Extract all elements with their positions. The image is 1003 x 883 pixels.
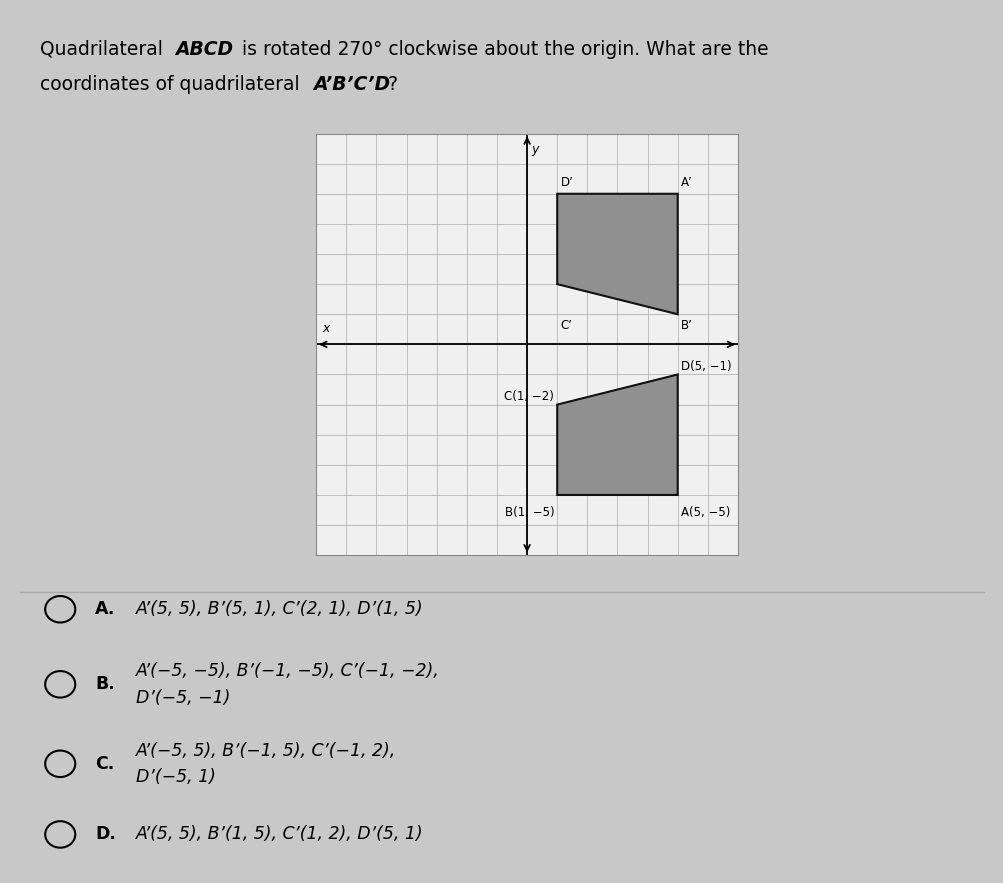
Text: B’: B’: [681, 319, 692, 332]
Text: Quadrilateral: Quadrilateral: [40, 40, 169, 59]
Text: A’(5, 5), B’(1, 5), C’(1, 2), D’(5, 1): A’(5, 5), B’(1, 5), C’(1, 2), D’(5, 1): [135, 826, 422, 843]
Polygon shape: [557, 374, 677, 495]
Text: A’B’C’D: A’B’C’D: [313, 75, 390, 94]
Text: A’(−5, −5), B’(−1, −5), C’(−1, −2),
D’(−5, −1): A’(−5, −5), B’(−1, −5), C’(−1, −2), D’(−…: [135, 662, 439, 706]
Text: A’(5, 5), B’(5, 1), C’(2, 1), D’(1, 5): A’(5, 5), B’(5, 1), C’(2, 1), D’(1, 5): [135, 600, 422, 618]
Text: x: x: [322, 322, 329, 336]
Text: D.: D.: [95, 826, 116, 843]
Text: C(1, −2): C(1, −2): [504, 390, 553, 404]
Text: D’: D’: [561, 177, 573, 189]
Text: A’: A’: [681, 177, 692, 189]
Text: A(5, −5): A(5, −5): [681, 505, 730, 518]
Text: D(5, −1): D(5, −1): [681, 360, 731, 373]
Text: coordinates of quadrilateral: coordinates of quadrilateral: [40, 75, 306, 94]
Polygon shape: [557, 193, 677, 314]
Text: is rotated 270° clockwise about the origin. What are the: is rotated 270° clockwise about the orig…: [236, 40, 768, 59]
Text: C’: C’: [561, 319, 573, 332]
Text: B(1, −5): B(1, −5): [505, 505, 554, 518]
Text: ABCD: ABCD: [176, 40, 234, 59]
Text: C.: C.: [95, 755, 114, 773]
Text: ?: ?: [387, 75, 397, 94]
Text: y: y: [532, 142, 539, 155]
Text: A’(−5, 5), B’(−1, 5), C’(−1, 2),
D’(−5, 1): A’(−5, 5), B’(−1, 5), C’(−1, 2), D’(−5, …: [135, 742, 395, 786]
Text: B.: B.: [95, 675, 115, 693]
Text: A.: A.: [95, 600, 115, 618]
